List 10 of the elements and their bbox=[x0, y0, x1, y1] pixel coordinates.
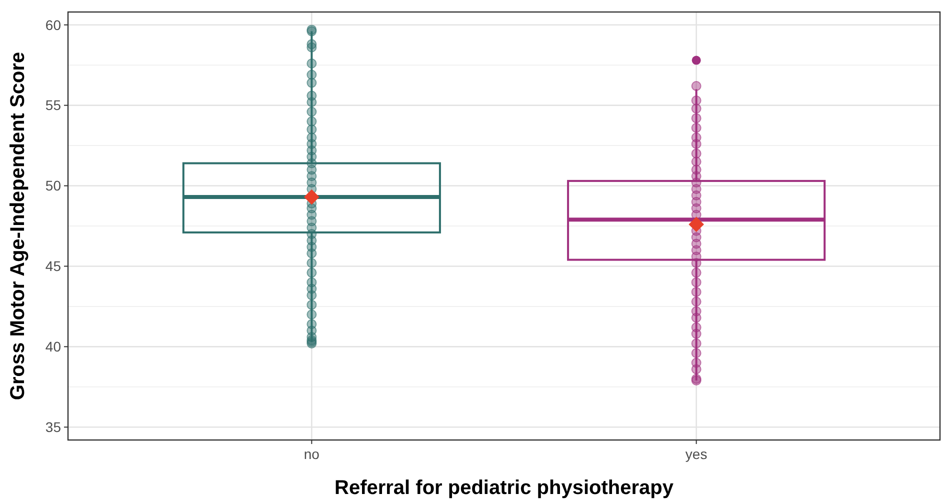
y-tick-label: 50 bbox=[45, 178, 62, 194]
x-tick-label: yes bbox=[685, 446, 708, 462]
y-axis-title: Gross Motor Age-Independent Score bbox=[7, 52, 29, 400]
y-tick-label: 60 bbox=[45, 16, 62, 33]
y-tick-label: 40 bbox=[45, 338, 62, 355]
y-tick-label: 45 bbox=[45, 258, 62, 274]
x-tick-label: no bbox=[304, 446, 320, 462]
x-axis-title: Referral for pediatric physiotherapy bbox=[334, 477, 674, 499]
y-tick-label: 35 bbox=[45, 419, 62, 436]
y-tick-label: 55 bbox=[45, 97, 62, 114]
